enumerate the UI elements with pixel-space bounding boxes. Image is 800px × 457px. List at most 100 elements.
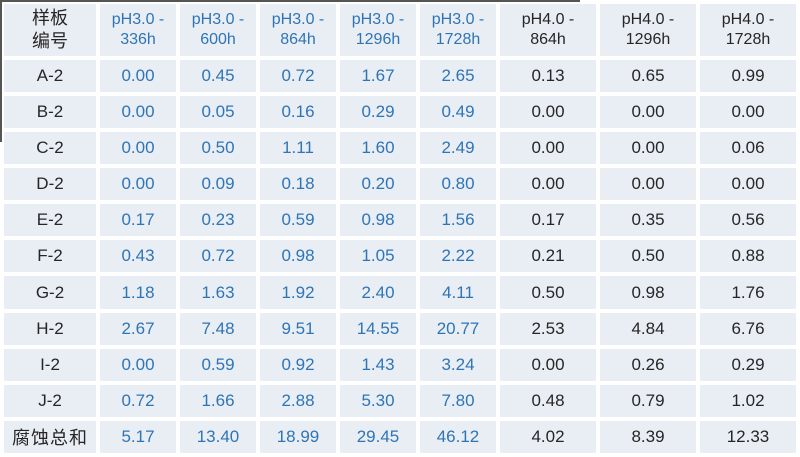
- value-cell: 5.17: [100, 420, 176, 453]
- table-row: F-2 0.43 0.72 0.98 1.05 2.22 0.21 0.50 0.88: [4, 240, 796, 273]
- column-header-ph3-0-336h: pH3.0 - 336h: [100, 4, 176, 56]
- table-row: G-2 1.18 1.63 1.92 2.40 4.11 0.50 0.98 1.76: [4, 276, 796, 309]
- value-cell: 0.79: [600, 384, 696, 417]
- column-header-ph3-0-864h: pH3.0 - 864h: [260, 4, 336, 56]
- sample-id-header-line: 编号: [32, 31, 68, 51]
- value-cell: 0.59: [260, 204, 336, 237]
- value-cell: 0.99: [700, 60, 796, 93]
- value-cell: 0.29: [700, 348, 796, 381]
- value-cell: 14.55: [340, 312, 416, 345]
- sample-row-label: G-2: [4, 276, 96, 309]
- table-row: D-2 0.00 0.09 0.18 0.20 0.80 0.00 0.00 0.00: [4, 168, 796, 201]
- value-cell: 1.02: [700, 384, 796, 417]
- value-cell: 2.88: [260, 384, 336, 417]
- value-cell: 1.66: [180, 384, 256, 417]
- value-cell: 0.92: [260, 348, 336, 381]
- value-cell: 0.43: [100, 240, 176, 273]
- value-cell: 1.56: [420, 204, 496, 237]
- column-header-line2: 864h: [530, 31, 566, 48]
- column-header-line1: pH3.0 -: [271, 11, 325, 28]
- table-row: J-2 0.72 1.66 2.88 5.30 7.80 0.48 0.79 1.02: [4, 384, 796, 417]
- value-cell: 0.88: [700, 240, 796, 273]
- value-cell: 0.05: [180, 96, 256, 129]
- table-header: 样板 编号 pH3.0 -336h pH3.0 -600h pH3.0 -864h pH3…: [4, 4, 796, 56]
- value-cell: 0.98: [600, 276, 696, 309]
- value-cell: 12.33: [700, 420, 796, 453]
- value-cell: 0.72: [260, 60, 336, 93]
- value-cell: 0.00: [600, 96, 696, 129]
- value-cell: 0.59: [180, 348, 256, 381]
- column-header-line1: pH3.0 -: [111, 11, 165, 28]
- value-cell: 0.21: [500, 240, 596, 273]
- value-cell: 0.00: [500, 132, 596, 165]
- column-header-ph3-0-1728h: pH3.0 - 1728h: [420, 4, 496, 56]
- value-cell: 4.11: [420, 276, 496, 309]
- sample-row-label: J-2: [4, 384, 96, 417]
- value-cell: 2.67: [100, 312, 176, 345]
- value-cell: 0.50: [180, 132, 256, 165]
- value-cell: 7.48: [180, 312, 256, 345]
- value-cell: 1.18: [100, 276, 176, 309]
- value-cell: 2.49: [420, 132, 496, 165]
- value-cell: 2.40: [340, 276, 416, 309]
- value-cell: 1.43: [340, 348, 416, 381]
- column-header-line2: 1296h: [355, 31, 401, 48]
- value-cell: 0.29: [340, 96, 416, 129]
- value-cell: 46.12: [420, 420, 496, 453]
- sample-id-header-line: 样板: [32, 8, 68, 28]
- value-cell: 0.72: [100, 384, 176, 417]
- column-header-line1: pH4.0 -: [621, 11, 675, 28]
- value-cell: 0.72: [180, 240, 256, 273]
- value-cell: 1.60: [340, 132, 416, 165]
- value-cell: 0.18: [260, 168, 336, 201]
- table-row: H-2 2.67 7.48 9.51 14.55 20.77 2.53 4.84 6.76: [4, 312, 796, 345]
- value-cell: 0.65: [600, 60, 696, 93]
- column-header-line1: pH4.0 -: [721, 11, 775, 28]
- column-header-line2: 1728h: [435, 31, 481, 48]
- crop-artifact-left-border: [0, 0, 2, 142]
- value-cell: 2.22: [420, 240, 496, 273]
- value-cell: 0.13: [500, 60, 596, 93]
- value-cell: 0.80: [420, 168, 496, 201]
- column-header-ph4-0-1296h: pH4.0 - 1296h: [600, 4, 696, 56]
- column-header-ph3-0-600h: pH3.0 - 600h: [180, 4, 256, 56]
- value-cell: 0.00: [600, 132, 696, 165]
- value-cell: 4.02: [500, 420, 596, 453]
- value-cell: 0.23: [180, 204, 256, 237]
- sample-row-label: B-2: [4, 96, 96, 129]
- total-row: 腐蚀总和 5.17 13.40 18.99 29.45 46.12 4.02 8.39 12.3…: [4, 420, 796, 453]
- value-cell: 0.00: [500, 168, 596, 201]
- value-cell: 0.98: [260, 240, 336, 273]
- value-cell: 0.09: [180, 168, 256, 201]
- value-cell: 1.76: [700, 276, 796, 309]
- value-cell: 29.45: [340, 420, 416, 453]
- value-cell: 0.56: [700, 204, 796, 237]
- value-cell: 0.45: [180, 60, 256, 93]
- value-cell: 13.40: [180, 420, 256, 453]
- column-header-line2: 864h: [280, 31, 316, 48]
- value-cell: 1.05: [340, 240, 416, 273]
- value-cell: 0.98: [340, 204, 416, 237]
- column-header-ph4-0-1728h: pH4.0 - 1728h: [700, 4, 796, 56]
- column-header-line1: pH3.0 -: [191, 11, 245, 28]
- table-row: C-2 0.00 0.50 1.11 1.60 2.49 0.00 0.00 0.06: [4, 132, 796, 165]
- value-cell: 4.84: [600, 312, 696, 345]
- value-cell: 0.00: [100, 96, 176, 129]
- total-row-label: 腐蚀总和: [4, 420, 96, 453]
- column-header-line2: 336h: [120, 31, 156, 48]
- value-cell: 8.39: [600, 420, 696, 453]
- sample-row-label: C-2: [4, 132, 96, 165]
- column-header-line2: 1296h: [625, 31, 671, 48]
- table-row: E-2 0.17 0.23 0.59 0.98 1.56 0.17 0.35 0.56: [4, 204, 796, 237]
- sample-row-label: F-2: [4, 240, 96, 273]
- value-cell: 0.00: [100, 168, 176, 201]
- value-cell: 0.00: [700, 96, 796, 129]
- sample-row-label: D-2: [4, 168, 96, 201]
- column-header-line1: pH3.0 -: [431, 11, 485, 28]
- value-cell: 0.48: [500, 384, 596, 417]
- value-cell: 0.00: [100, 132, 176, 165]
- sample-row-label: A-2: [4, 60, 96, 93]
- value-cell: 0.17: [500, 204, 596, 237]
- value-cell: 0.50: [600, 240, 696, 273]
